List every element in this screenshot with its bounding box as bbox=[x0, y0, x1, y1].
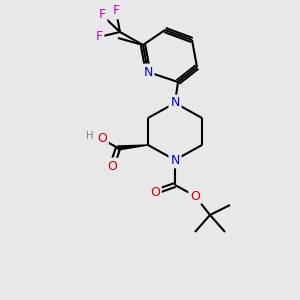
Text: N: N bbox=[170, 97, 180, 110]
Text: O: O bbox=[97, 131, 107, 145]
Text: O: O bbox=[190, 190, 200, 202]
Text: O: O bbox=[150, 185, 160, 199]
Text: O: O bbox=[107, 160, 117, 172]
Text: N: N bbox=[170, 154, 180, 166]
Text: F: F bbox=[98, 8, 106, 22]
Text: N: N bbox=[143, 65, 153, 79]
Text: H: H bbox=[86, 131, 94, 141]
Polygon shape bbox=[118, 145, 148, 150]
Text: F: F bbox=[95, 31, 103, 44]
Text: F: F bbox=[112, 4, 120, 17]
